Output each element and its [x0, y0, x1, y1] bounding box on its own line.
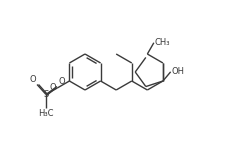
Text: OH: OH [171, 67, 184, 76]
Text: H₃C: H₃C [38, 110, 54, 118]
Text: O: O [49, 84, 56, 93]
Text: CH₃: CH₃ [154, 38, 170, 47]
Text: S: S [43, 90, 48, 99]
Text: O: O [29, 75, 36, 84]
Text: O: O [58, 76, 65, 85]
